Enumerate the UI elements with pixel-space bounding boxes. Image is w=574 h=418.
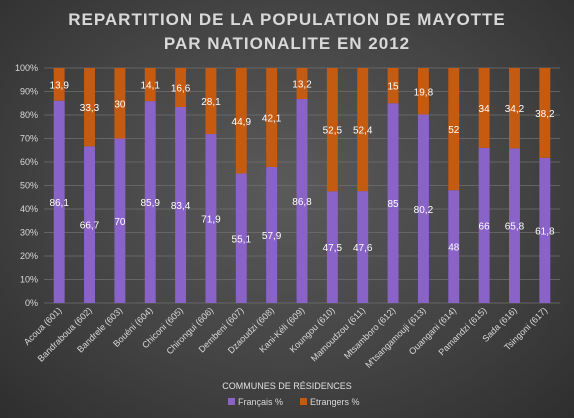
data-label-etrangers: 34 <box>479 104 491 115</box>
data-label-francais: 86,8 <box>292 197 312 208</box>
bar-etrangers <box>357 68 369 192</box>
y-tick-label: 70% <box>20 134 38 144</box>
bar-francais <box>235 173 247 303</box>
bar-francais <box>509 148 520 303</box>
data-label-francais: 70 <box>114 217 126 228</box>
data-label-etrangers: 16,6 <box>171 84 191 95</box>
bar-etrangers <box>53 68 65 101</box>
legend-label-francais: Français % <box>238 397 283 407</box>
data-label-etrangers: 52,5 <box>323 126 343 137</box>
data-label-etrangers: 19,8 <box>414 87 434 98</box>
data-label-francais: 66,7 <box>80 221 100 232</box>
y-tick-label: 60% <box>20 157 38 167</box>
chart-subtitle: PAR NATIONALITE EN 2012 <box>164 34 410 53</box>
data-label-francais: 85,9 <box>141 198 161 209</box>
data-label-francais: 55,1 <box>232 234 252 245</box>
bar-francais <box>205 134 217 303</box>
data-label-etrangers: 33,3 <box>80 103 100 114</box>
bar-francais <box>114 138 126 303</box>
data-label-francais: 85 <box>387 199 399 210</box>
y-tick-label: 50% <box>20 181 38 191</box>
data-label-francais: 83,4 <box>171 201 191 212</box>
legend-label-etrangers: Etrangers % <box>310 397 360 407</box>
bar-etrangers <box>509 68 520 149</box>
data-label-francais: 61,8 <box>535 226 555 237</box>
bar-etrangers <box>417 68 429 115</box>
data-label-etrangers: 15 <box>387 82 399 93</box>
bar-etrangers <box>296 68 308 100</box>
bar-francais <box>175 107 187 303</box>
bar-francais <box>144 101 156 303</box>
data-label-francais: 80,2 <box>414 205 434 216</box>
data-label-francais: 66 <box>479 221 491 232</box>
bar-francais <box>448 190 460 303</box>
data-label-etrangers: 44,9 <box>232 117 252 128</box>
bar-etrangers <box>205 68 217 135</box>
data-label-francais: 47,5 <box>323 243 343 254</box>
bar-etrangers <box>448 68 460 191</box>
data-label-francais: 71,9 <box>201 215 221 226</box>
bar-francais <box>296 99 308 304</box>
data-label-etrangers: 52,4 <box>353 126 373 137</box>
data-label-etrangers: 28,1 <box>201 97 221 108</box>
bar-etrangers <box>235 68 247 174</box>
x-tick-label: Mtsamboro (612) <box>342 305 398 361</box>
y-tick-label: 10% <box>20 275 38 285</box>
y-tick-label: 20% <box>20 251 38 261</box>
data-label-francais: 47,6 <box>353 243 373 254</box>
bar-layer <box>53 68 551 304</box>
bar-etrangers <box>539 68 551 158</box>
bar-etrangers <box>84 68 95 147</box>
data-label-francais: 86,1 <box>49 198 69 209</box>
label-layer: 0% 10% 20% 30% 40% 50% 60% 70% 80% 90% 100% 86,1 13,… <box>15 63 555 370</box>
bar-francais <box>266 166 278 303</box>
data-label-etrangers: 13,2 <box>292 80 312 91</box>
bar-francais <box>478 147 490 303</box>
y-tick-label: 80% <box>20 110 38 120</box>
bar-francais <box>387 103 399 303</box>
bar-etrangers <box>326 68 338 192</box>
data-label-etrangers: 14,1 <box>141 81 161 92</box>
y-tick-label: 0% <box>25 298 38 308</box>
x-axis-label: COMMUNES DE RÉSIDENCES <box>222 381 352 391</box>
bar-etrangers <box>478 68 490 148</box>
bar-francais <box>357 191 369 303</box>
legend-swatch-etrangers <box>300 398 307 405</box>
data-label-francais: 65,8 <box>505 222 525 233</box>
bar-etrangers <box>387 68 399 104</box>
x-tick-label: Bandraboua (602) <box>36 305 94 363</box>
y-tick-label: 40% <box>20 204 38 214</box>
y-tick-label: 30% <box>20 228 38 238</box>
data-label-francais: 48 <box>448 243 460 254</box>
bar-francais <box>417 114 429 303</box>
data-label-etrangers: 42,1 <box>262 113 282 124</box>
bar-francais <box>539 157 551 303</box>
x-tick-label: Mamoudzou (611) <box>309 305 367 363</box>
bar-francais <box>53 100 65 303</box>
bar-francais <box>326 191 338 303</box>
bar-francais <box>84 146 95 303</box>
data-label-etrangers: 38,2 <box>535 109 555 120</box>
data-label-etrangers: 34,2 <box>505 104 525 115</box>
bar-etrangers <box>114 68 126 139</box>
bar-etrangers <box>175 68 187 108</box>
data-label-etrangers: 30 <box>114 99 126 110</box>
data-label-francais: 57,9 <box>262 231 282 242</box>
y-tick-label: 100% <box>15 63 38 73</box>
chart-title: REPARTITION DE LA POPULATION DE MAYOTTE <box>68 10 506 29</box>
data-label-etrangers: 52 <box>448 125 460 136</box>
bar-etrangers <box>266 68 278 167</box>
data-label-etrangers: 13,9 <box>49 80 69 91</box>
legend: Français % Etrangers % <box>228 397 360 407</box>
bar-etrangers <box>144 68 156 102</box>
y-tick-label: 90% <box>20 87 38 97</box>
legend-swatch-francais <box>228 398 235 405</box>
